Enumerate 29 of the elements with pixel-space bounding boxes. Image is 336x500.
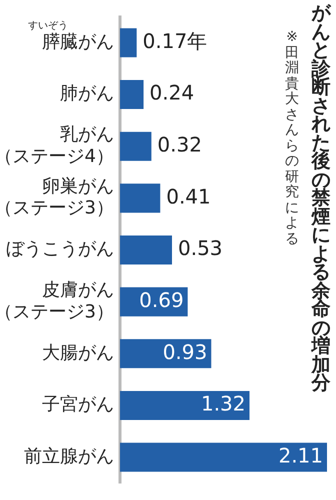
bar [120, 28, 137, 58]
bar [120, 80, 144, 110]
data-label: 0.32 [157, 132, 202, 157]
y-tick-label: 子宮がん [42, 394, 114, 416]
data-label: 0.41 [166, 184, 211, 208]
bar [120, 184, 160, 213]
data-label: 0.93 [162, 340, 208, 364]
y-tick-label: ぼうこうがん [6, 238, 114, 260]
text: すいぞう [28, 20, 68, 32]
y-tick-label: 肺がん [60, 83, 114, 104]
data-label: 0.24 [150, 80, 194, 105]
y-tick-label: 前立腺がん [24, 446, 114, 467]
data-label: 2.11 [278, 443, 323, 468]
bar [120, 442, 327, 472]
text: ※田淵貴大さんらの研究による [285, 29, 299, 246]
y-tick-label: 大腸がん [42, 342, 114, 364]
bar [120, 132, 152, 161]
bar [120, 339, 212, 368]
data-label: 0.53 [178, 236, 223, 260]
data-label: 0.69 [139, 288, 184, 312]
y-tick-label: 膵臓がん [42, 31, 114, 52]
data-label: 1.32 [200, 392, 246, 416]
y-tick-label: 乳がん（ステージ4） [0, 124, 114, 167]
bar [120, 235, 172, 265]
data-label: 0.17年 [142, 28, 208, 53]
bar [120, 390, 250, 420]
y-tick-label: 皮膚がん（ステージ3） [0, 280, 114, 322]
chart-title: がんと診断された後の禁煙による余命の増加分 [312, 2, 330, 394]
y-tick-label: 卵巣がん（ステージ3） [0, 176, 114, 219]
